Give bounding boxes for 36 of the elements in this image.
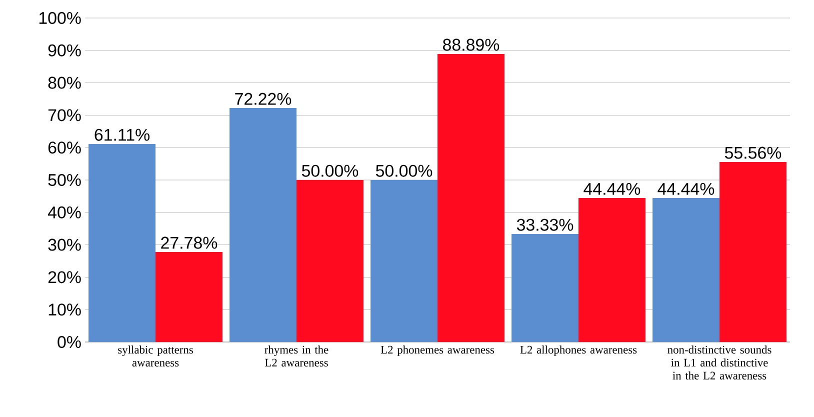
y-tick-label: 50%: [48, 174, 81, 186]
y-tick-label: 80%: [48, 76, 81, 89]
bar: [230, 108, 297, 342]
x-tick-label: L2 phonemes awareness: [380, 346, 494, 356]
data-label: 50.00%: [376, 164, 432, 177]
bar: [720, 162, 786, 342]
bar: [88, 144, 156, 342]
y-tick-label: 0%: [58, 336, 81, 348]
bar: [370, 180, 438, 342]
bar: [512, 234, 579, 342]
data-label: 88.89%: [443, 38, 500, 51]
data-label: 55.56%: [724, 146, 782, 159]
bar: [578, 198, 646, 342]
x-tick-label: syllabic patterns awareness: [118, 346, 193, 367]
y-tick-label: 20%: [48, 271, 81, 284]
y-tick-label: 100%: [39, 12, 81, 24]
data-label: 44.44%: [584, 182, 640, 195]
y-tick-label: 60%: [48, 142, 81, 154]
bar: [296, 180, 364, 342]
data-label: 27.78%: [161, 236, 218, 249]
data-label: 44.44%: [658, 182, 714, 195]
y-tick-label: 40%: [48, 206, 81, 218]
data-label: 50.00%: [302, 164, 358, 177]
x-tick-label: L2 allophones awareness: [520, 346, 637, 356]
y-tick-label: 30%: [48, 238, 81, 251]
y-tick-label: 90%: [48, 44, 81, 56]
bar: [156, 252, 222, 342]
x-tick-label: non-distinctive sounds in L1 and distinctive in the L2 awareness: [668, 346, 772, 380]
y-tick-label: 70%: [48, 109, 81, 122]
data-label: 61.11%: [94, 128, 150, 141]
data-label: 72.22%: [235, 92, 292, 105]
bar: [652, 198, 720, 342]
bar: [438, 54, 504, 342]
y-tick-label: 10%: [48, 304, 81, 316]
data-label: 33.33%: [516, 218, 574, 231]
x-tick-label: rhymes in the L2 awareness: [264, 346, 328, 367]
